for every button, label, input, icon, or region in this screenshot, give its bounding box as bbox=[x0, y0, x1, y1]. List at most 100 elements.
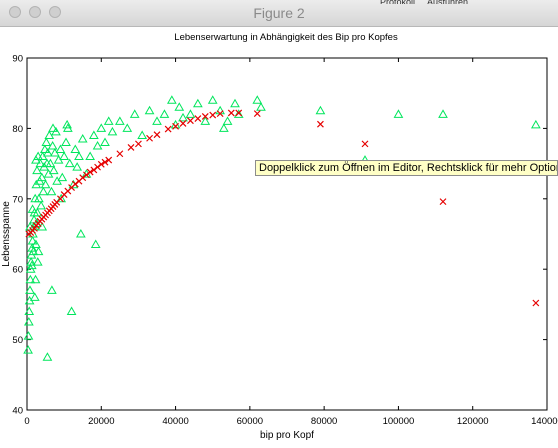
triangle-point bbox=[107, 126, 118, 136]
triangle-point bbox=[27, 236, 38, 245]
triangle-point bbox=[32, 165, 42, 175]
y-tick-label: 70 bbox=[12, 194, 23, 205]
triangle-point bbox=[36, 200, 46, 210]
triangle-point bbox=[25, 274, 36, 284]
cross-point bbox=[317, 120, 324, 128]
figure-canvas[interactable]: Lebenserwartung in Abhängigkeit des Bip … bbox=[0, 27, 558, 443]
triangle-point bbox=[26, 257, 36, 266]
y-tick-label: 40 bbox=[12, 406, 23, 417]
cross-point bbox=[361, 140, 369, 148]
triangle-point bbox=[114, 116, 125, 125]
triangle-point bbox=[438, 109, 448, 118]
x-tick-label: 140000 bbox=[531, 416, 558, 427]
triangle-point bbox=[27, 204, 38, 213]
triangle-point bbox=[218, 123, 229, 132]
cross-point bbox=[146, 134, 153, 142]
plot-frame bbox=[26, 57, 548, 411]
x-tick-label: 80000 bbox=[311, 416, 337, 427]
triangle-point bbox=[144, 105, 155, 115]
triangle-point bbox=[37, 221, 48, 231]
cross-point bbox=[90, 166, 98, 174]
y-tick-label: 90 bbox=[12, 54, 23, 65]
triangle-point bbox=[74, 151, 84, 161]
y-tick-label: 50 bbox=[12, 335, 23, 346]
triangle-point bbox=[48, 123, 58, 132]
cross-point bbox=[187, 117, 194, 125]
triangle-point bbox=[100, 137, 110, 146]
cross-point bbox=[105, 156, 113, 164]
triangle-point bbox=[85, 151, 96, 161]
triangle-point bbox=[64, 158, 75, 168]
triangle-point bbox=[61, 137, 71, 146]
editor-tooltip: Doppelklick zum Öffnen im Editor, Rechts… bbox=[255, 160, 558, 176]
cross-point bbox=[127, 143, 135, 151]
triangle-point bbox=[233, 109, 244, 118]
triangle-point bbox=[90, 239, 101, 249]
triangle-point bbox=[92, 140, 103, 150]
triangle-point bbox=[530, 119, 541, 129]
triangle-point bbox=[24, 306, 35, 315]
triangle-point bbox=[166, 95, 177, 104]
triangle-point bbox=[46, 186, 57, 196]
cross-point bbox=[153, 131, 161, 139]
x-tick-label: 0 bbox=[24, 416, 29, 427]
triangle-point bbox=[44, 130, 55, 139]
triangle-point bbox=[75, 228, 86, 238]
cross-point bbox=[179, 120, 187, 127]
window-title: Figure 2 bbox=[253, 5, 305, 21]
cross-point bbox=[116, 150, 124, 158]
x-tick-label: 60000 bbox=[237, 416, 263, 427]
zoom-button[interactable] bbox=[49, 6, 61, 18]
triangle-point bbox=[25, 285, 35, 294]
cross-point bbox=[253, 110, 261, 118]
triangle-point bbox=[31, 239, 41, 249]
cross-point bbox=[135, 140, 142, 148]
cross-point bbox=[79, 174, 87, 182]
window-titlebar[interactable]: Figure 2 Protokoll ... Ausführen bbox=[0, 0, 558, 27]
y-tick-label: 80 bbox=[12, 124, 23, 135]
y-tick-label: 60 bbox=[12, 265, 23, 276]
axis-ticks: 0 20000 40000 60000 80000 100000 120000 140000 4… bbox=[12, 54, 558, 428]
triangle-point bbox=[28, 246, 39, 256]
triangle-point bbox=[47, 285, 57, 294]
triangle-point bbox=[23, 316, 34, 326]
triangle-point bbox=[48, 165, 59, 175]
cross-point bbox=[439, 198, 447, 206]
chart-title: Lebenserwartung in Abhängigkeit des Bip … bbox=[174, 32, 398, 43]
triangle-point bbox=[39, 144, 50, 154]
minimize-button[interactable] bbox=[29, 6, 41, 18]
triangle-point bbox=[178, 112, 188, 122]
cross-point bbox=[209, 111, 217, 119]
triangle-point bbox=[40, 179, 51, 189]
triangle-point bbox=[41, 137, 52, 146]
triangle-point bbox=[36, 172, 47, 182]
data-markers bbox=[23, 95, 541, 361]
triangle-point bbox=[32, 257, 43, 266]
cross-point bbox=[216, 110, 224, 118]
triangle-point bbox=[88, 130, 99, 139]
x-tick-label: 40000 bbox=[162, 416, 188, 427]
triangle-point bbox=[29, 292, 40, 301]
triangle-point bbox=[215, 105, 226, 115]
cross-point bbox=[235, 109, 243, 117]
cross-point bbox=[83, 171, 90, 179]
x-tick-label: 20000 bbox=[88, 416, 114, 427]
cross-point bbox=[71, 180, 79, 188]
triangle-point bbox=[62, 119, 72, 129]
triangle-point bbox=[55, 144, 66, 154]
scatter-plot: Lebenserwartung in Abhängigkeit des Bip … bbox=[1, 32, 558, 441]
triangle-point bbox=[192, 98, 203, 108]
triangle-point bbox=[207, 95, 218, 104]
triangle-point bbox=[200, 116, 211, 125]
triangle-point bbox=[77, 133, 88, 143]
background-window-text: Protokoll ... Ausführen bbox=[380, 0, 558, 4]
triangle-point bbox=[38, 186, 49, 196]
triangle-point bbox=[252, 95, 263, 104]
cross-point bbox=[194, 115, 202, 122]
triangle-point bbox=[103, 116, 114, 125]
close-button[interactable] bbox=[9, 6, 21, 18]
triangle-point bbox=[23, 331, 34, 340]
triangle-point bbox=[45, 158, 56, 168]
x-tick-label: 100000 bbox=[383, 416, 415, 427]
triangle-point bbox=[256, 102, 266, 111]
